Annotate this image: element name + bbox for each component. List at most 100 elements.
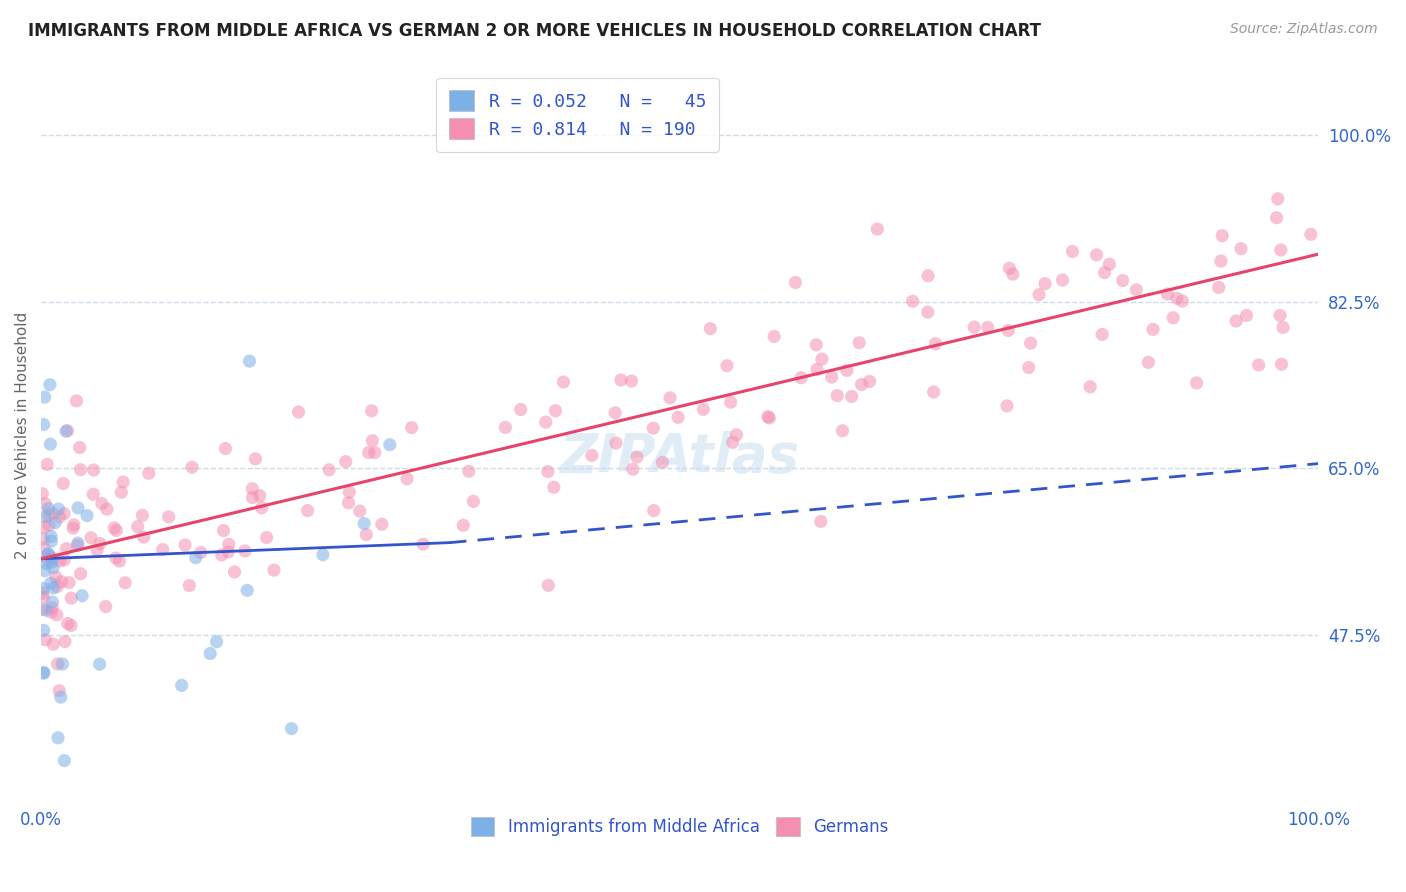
Point [1208,280,1230,294]
Text: Source: ZipAtlas.com: Source: ZipAtlas.com [1230,22,1378,37]
Point [1236,309,1258,323]
Point [37,458,59,472]
Point [995,399,1018,413]
Point [60,591,83,606]
Point [34,509,56,524]
Legend: Immigrants from Middle Africa, Germans: Immigrants from Middle Africa, Germans [463,809,897,845]
Point [82,487,104,501]
Point [56,616,79,631]
Point [53,507,76,521]
Point [756,409,779,424]
Point [810,515,832,529]
Point [337,485,360,500]
Point [651,455,673,469]
Point [553,375,575,389]
Point [1028,287,1050,301]
Point [76,508,98,523]
Point [90,497,112,511]
Point [643,421,665,435]
Point [110,485,132,500]
Point [31,487,53,501]
Point [831,424,853,438]
Point [37,508,59,523]
Point [131,508,153,523]
Text: IMMIGRANTS FROM MIDDLE AFRICA VS GERMAN 2 OR MORE VEHICLES IN HOUSEHOLD CORRELAT: IMMIGRANTS FROM MIDDLE AFRICA VS GERMAN … [28,22,1040,40]
Point [174,538,197,552]
Point [65,393,87,408]
Point [205,634,228,648]
Point [42,560,65,574]
Point [866,222,889,236]
Point [152,542,174,557]
Point [69,566,91,581]
Point [32,590,55,604]
Point [39,437,62,451]
Point [1299,227,1322,242]
Point [70,589,93,603]
Point [69,441,91,455]
Point [250,500,273,515]
Point [626,450,648,464]
Point [42,637,65,651]
Point [96,502,118,516]
Point [758,411,780,425]
Point [198,647,221,661]
Point [720,395,742,409]
Point [1211,228,1233,243]
Point [41,551,63,566]
Point [41,534,63,549]
Point [666,410,689,425]
Point [716,359,738,373]
Point [917,268,939,283]
Point [48,502,70,516]
Point [1267,192,1289,206]
Point [32,666,55,681]
Point [335,455,357,469]
Point [46,731,69,745]
Point [361,434,384,448]
Point [699,321,721,335]
Point [1142,322,1164,336]
Point [114,575,136,590]
Point [42,581,65,595]
Point [105,524,128,538]
Point [53,553,76,567]
Point [32,520,55,534]
Point [851,377,873,392]
Point [357,445,380,459]
Point [35,603,58,617]
Point [37,547,59,561]
Point [349,504,371,518]
Point [1085,248,1108,262]
Point [138,467,160,481]
Point [1018,360,1040,375]
Point [360,404,382,418]
Point [1091,327,1114,342]
Point [49,554,72,568]
Point [112,475,135,489]
Point [44,516,66,530]
Point [1019,336,1042,351]
Point [620,374,643,388]
Point [32,541,55,555]
Point [610,373,633,387]
Point [901,294,924,309]
Point [60,618,83,632]
Point [89,536,111,550]
Point [337,496,360,510]
Point [240,491,263,505]
Point [179,579,201,593]
Point [811,352,834,367]
Point [848,335,870,350]
Point [1001,267,1024,281]
Point [785,276,807,290]
Point [412,537,434,551]
Point [356,527,378,541]
Point [297,503,319,517]
Point [1098,257,1121,271]
Point [66,536,89,550]
Point [457,464,479,478]
Point [104,551,127,566]
Point [39,377,62,392]
Point [256,531,278,545]
